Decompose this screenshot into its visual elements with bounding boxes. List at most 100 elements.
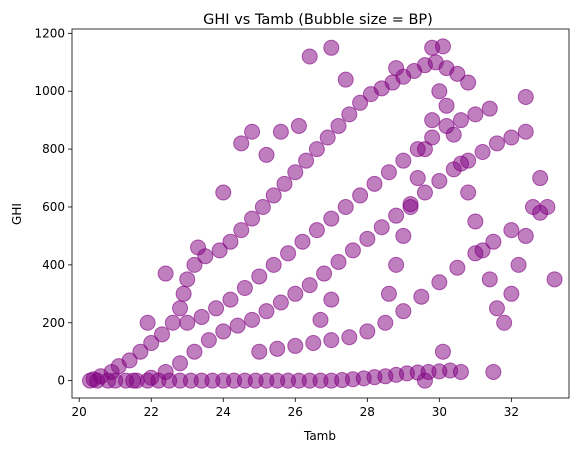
data-point xyxy=(125,372,142,389)
data-point xyxy=(154,326,171,343)
data-point xyxy=(341,106,358,123)
data-point xyxy=(424,129,441,146)
data-point xyxy=(211,242,228,259)
data-point xyxy=(431,83,448,100)
y-tick-label: 200 xyxy=(42,316,65,330)
plot-frame xyxy=(71,28,570,399)
data-point xyxy=(481,100,498,117)
data-point xyxy=(200,332,217,349)
data-point xyxy=(233,135,250,152)
data-point xyxy=(503,285,520,302)
data-point xyxy=(269,340,286,357)
data-point xyxy=(229,317,246,334)
data-point xyxy=(287,337,304,354)
data-point xyxy=(308,222,325,239)
y-axis-label: GHI xyxy=(10,203,24,225)
x-tick-label: 32 xyxy=(504,405,519,419)
data-point xyxy=(496,314,513,331)
data-point xyxy=(337,71,354,88)
data-point xyxy=(172,355,189,372)
data-point xyxy=(157,363,174,380)
data-point xyxy=(474,144,491,160)
data-point xyxy=(481,271,498,288)
x-tick-label: 30 xyxy=(432,405,447,419)
data-point xyxy=(359,230,376,247)
x-tick-label: 22 xyxy=(144,405,159,419)
data-point xyxy=(488,135,505,152)
data-point xyxy=(409,170,426,187)
data-point xyxy=(344,242,361,259)
data-point xyxy=(323,210,340,227)
data-point xyxy=(157,265,174,282)
data-point xyxy=(179,271,196,288)
data-point xyxy=(301,277,318,294)
data-point xyxy=(485,363,502,380)
data-point xyxy=(233,222,250,239)
y-tick-label: 800 xyxy=(42,142,65,156)
data-point xyxy=(431,274,448,291)
data-point xyxy=(236,280,253,297)
data-point xyxy=(452,112,469,129)
data-point xyxy=(244,210,261,227)
data-point xyxy=(449,259,466,276)
data-point xyxy=(352,187,369,204)
data-point xyxy=(323,332,340,349)
points-layer xyxy=(82,38,563,389)
data-point xyxy=(215,323,232,340)
data-point xyxy=(251,268,268,285)
data-point xyxy=(244,123,261,140)
data-point xyxy=(485,233,502,250)
data-point xyxy=(287,164,304,181)
data-point xyxy=(402,198,419,215)
data-point xyxy=(377,314,394,331)
data-point xyxy=(388,256,405,273)
data-point xyxy=(305,335,322,352)
data-point xyxy=(517,89,534,106)
data-point xyxy=(179,314,196,331)
data-point xyxy=(416,372,433,389)
data-point xyxy=(258,303,275,320)
data-point xyxy=(175,285,192,302)
data-point xyxy=(434,343,451,360)
data-point xyxy=(359,323,376,340)
data-point xyxy=(143,335,160,352)
data-point xyxy=(172,300,189,317)
data-point xyxy=(251,343,268,360)
y-tick-label: 0 xyxy=(57,374,65,388)
data-point xyxy=(366,175,383,192)
data-point xyxy=(449,65,466,82)
data-point xyxy=(308,141,325,158)
data-point xyxy=(272,294,289,311)
data-point xyxy=(143,369,160,386)
data-point xyxy=(395,303,412,320)
data-point xyxy=(474,242,491,259)
data-point xyxy=(388,60,405,77)
data-point xyxy=(416,141,433,158)
x-axis: 20 22 24 26 28 30 32 xyxy=(72,398,519,419)
data-point xyxy=(208,300,225,317)
data-point xyxy=(388,207,405,224)
data-point xyxy=(280,245,297,262)
data-point xyxy=(452,155,469,172)
data-point xyxy=(298,152,315,169)
data-point xyxy=(517,123,534,140)
data-point xyxy=(460,74,477,91)
data-point xyxy=(532,204,549,221)
data-point xyxy=(272,123,289,140)
data-point xyxy=(532,170,549,187)
data-point xyxy=(488,300,505,317)
data-point xyxy=(352,94,369,111)
data-point xyxy=(193,308,210,325)
data-point xyxy=(395,152,412,169)
data-point xyxy=(395,227,412,244)
data-point xyxy=(139,314,156,331)
x-tick-label: 26 xyxy=(288,405,303,419)
data-point xyxy=(337,198,354,215)
data-point xyxy=(503,129,520,146)
data-point xyxy=(186,256,203,273)
data-point xyxy=(323,39,340,56)
data-point xyxy=(254,198,271,215)
data-point xyxy=(294,233,311,250)
y-axis: 0 200 400 600 800 1000 1200 xyxy=(34,26,72,388)
